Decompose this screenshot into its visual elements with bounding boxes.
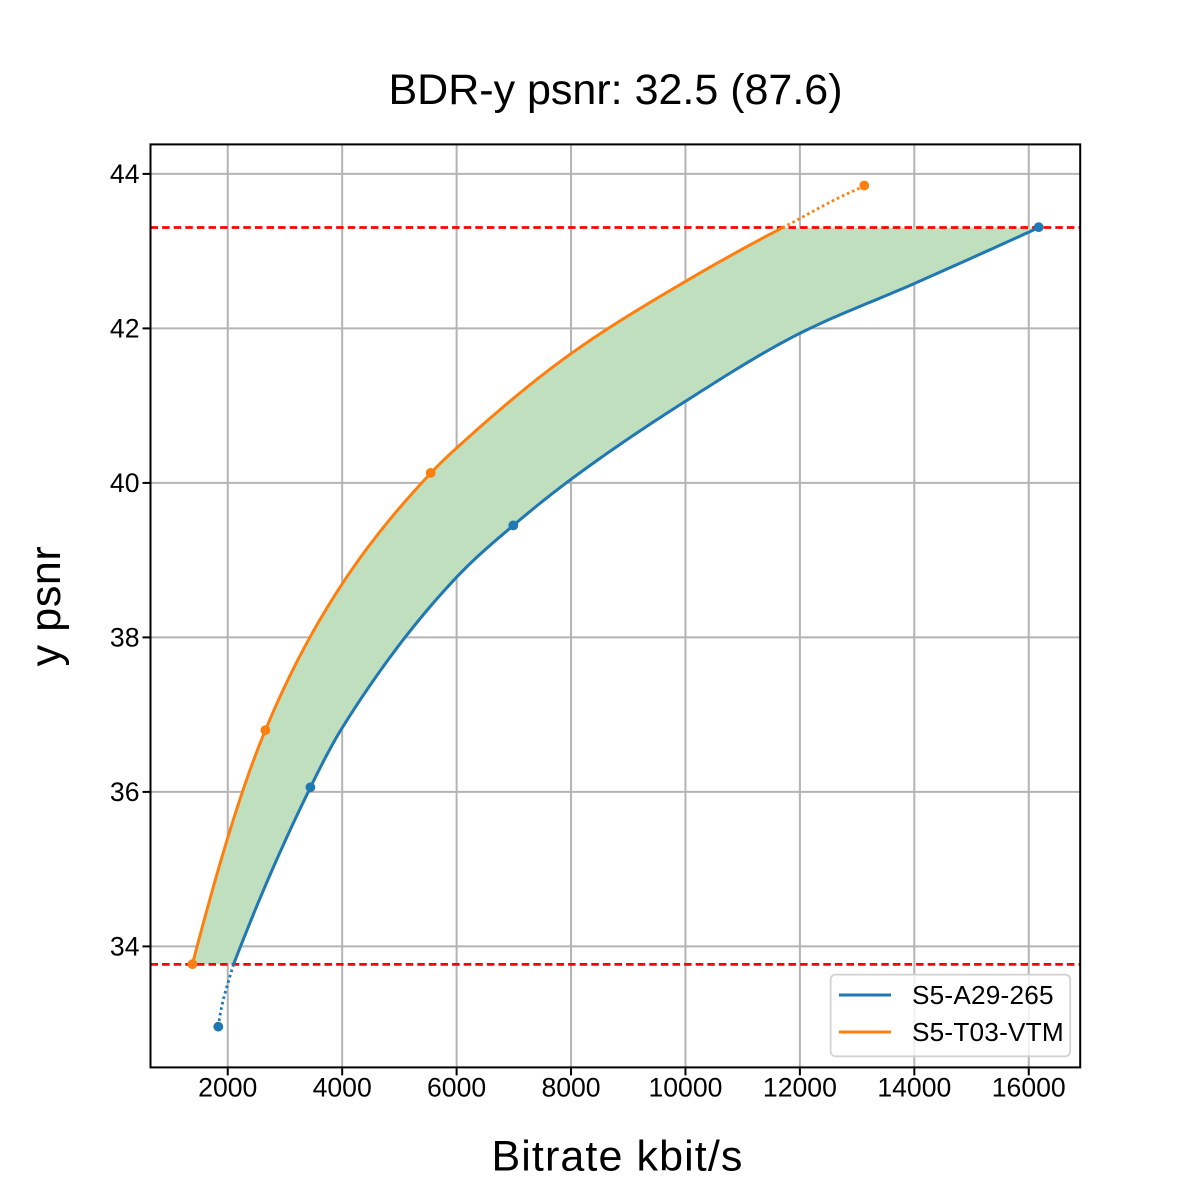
svg-text:S5-T03-VTM: S5-T03-VTM bbox=[912, 1017, 1064, 1047]
svg-text:14000: 14000 bbox=[877, 1073, 951, 1103]
svg-text:38: 38 bbox=[110, 623, 140, 653]
svg-text:6000: 6000 bbox=[427, 1073, 486, 1103]
svg-text:BDR-y psnr: 32.5 (87.6): BDR-y psnr: 32.5 (87.6) bbox=[388, 66, 842, 114]
svg-text:44: 44 bbox=[110, 159, 140, 189]
svg-text:2000: 2000 bbox=[198, 1073, 257, 1103]
svg-text:12000: 12000 bbox=[763, 1073, 837, 1103]
svg-text:Bitrate kbit/s: Bitrate kbit/s bbox=[492, 1133, 744, 1181]
svg-text:S5-A29-265: S5-A29-265 bbox=[912, 980, 1054, 1010]
svg-text:40: 40 bbox=[110, 468, 140, 498]
svg-text:36: 36 bbox=[110, 777, 140, 807]
svg-text:y psnr: y psnr bbox=[22, 546, 70, 667]
svg-text:8000: 8000 bbox=[541, 1073, 600, 1103]
svg-text:4000: 4000 bbox=[313, 1073, 372, 1103]
svg-text:42: 42 bbox=[110, 314, 140, 344]
svg-text:34: 34 bbox=[110, 932, 140, 962]
svg-text:16000: 16000 bbox=[992, 1073, 1066, 1103]
svg-text:10000: 10000 bbox=[648, 1073, 722, 1103]
